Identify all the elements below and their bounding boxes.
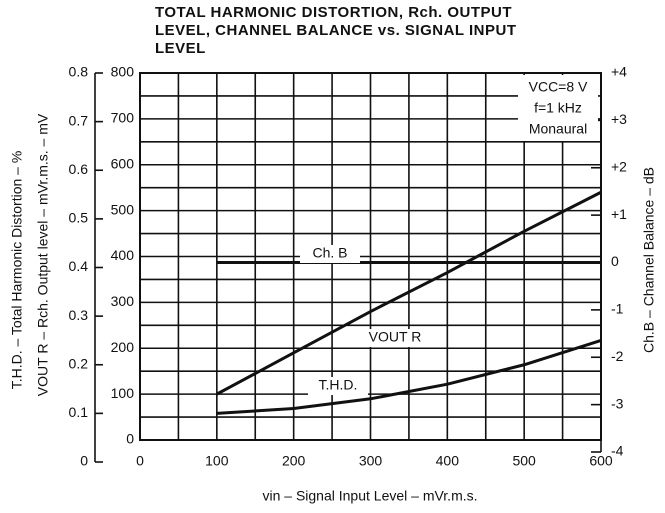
x-tick-label: 300	[359, 453, 383, 469]
y3-tick-label: 0.4	[69, 258, 89, 274]
chart-title: LEVEL, CHANNEL BALANCE vs. SIGNAL INPUT	[155, 22, 516, 39]
series-label-bg	[365, 329, 425, 347]
y2-tick-label: -3	[611, 395, 624, 411]
series-label: Ch. B	[312, 245, 347, 261]
y2-tick-label: -2	[611, 348, 624, 364]
x-tick-label: 0	[136, 453, 144, 469]
y-tick-label: 0	[126, 431, 134, 447]
y-tick-label: 100	[111, 385, 135, 401]
y3-tick-label: 0.1	[69, 404, 89, 420]
y-tick-label: 400	[111, 247, 135, 263]
chart-title: TOTAL HARMONIC DISTORTION, Rch. OUTPUT	[155, 4, 512, 21]
y-tick-label: 600	[111, 155, 135, 171]
x-tick-label: 500	[512, 453, 536, 469]
y-tick-label: 200	[111, 339, 135, 355]
y3-tick-label: 0.3	[69, 307, 89, 323]
annotation: Monaural	[529, 121, 587, 137]
y3-tick-label: 0	[80, 453, 88, 469]
y2-tick-label: -1	[611, 301, 624, 317]
y-tick-label: 300	[111, 293, 135, 309]
x-tick-label: 200	[282, 453, 306, 469]
y2-tick-label: 0	[611, 253, 619, 269]
y3-tick-label: 0.2	[69, 355, 89, 371]
y3-tick-label: 0.8	[69, 64, 89, 80]
y-tick-label: 800	[111, 64, 135, 80]
y2-tick-label: +3	[611, 111, 627, 127]
annotation-box	[518, 75, 598, 141]
x-tick-label: 100	[205, 453, 229, 469]
annotation: f=1 kHz	[534, 100, 582, 116]
y2-tick-label: +2	[611, 158, 627, 174]
plot-frame	[139, 72, 602, 441]
series-line	[216, 339, 602, 415]
y-tick-label: 500	[111, 201, 135, 217]
series-label-bg	[308, 377, 368, 395]
y3-tick-label: 0.7	[69, 112, 89, 128]
y3-tick-label: 0.6	[69, 161, 89, 177]
y-axis-label: VOUT R – Rch. Output level – mVr.m.s. – …	[35, 113, 51, 396]
annotation: VCC=8 V	[529, 79, 588, 95]
y3-axis-label: T.H.D. – Total Harmonic Distortion – %	[9, 151, 25, 390]
y2-axis-label: Ch.B – Channel Balance – dB	[641, 167, 657, 353]
x-tick-label: 600	[589, 453, 613, 469]
series-line	[216, 190, 602, 396]
series-label: VOUT R	[369, 329, 422, 345]
chart-title: LEVEL	[155, 40, 206, 57]
y2-tick-label: +4	[611, 64, 627, 80]
y2-tick-label: -4	[611, 443, 624, 459]
y3-tick-label: 0.5	[69, 210, 89, 226]
x-axis-label: vin – Signal Input Level – mVr.m.s.	[262, 488, 477, 504]
series-label-bg	[300, 245, 360, 263]
y-tick-label: 700	[111, 110, 135, 126]
y2-tick-label: +1	[611, 206, 627, 222]
x-tick-label: 400	[436, 453, 460, 469]
series-label: T.H.D.	[319, 377, 358, 393]
